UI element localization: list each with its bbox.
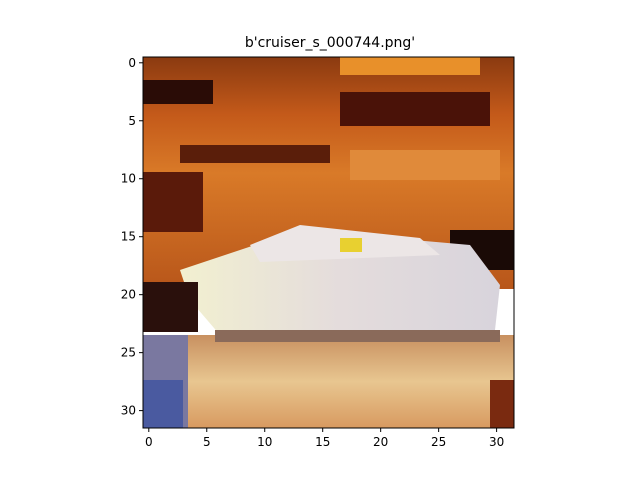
x-axis: 0 5 10 15 20 25 30 [145,428,504,449]
bright-streak [350,150,500,180]
bright-streak [340,57,480,75]
image-area [142,56,515,429]
x-tick-label: 5 [203,435,211,449]
x-tick-label: 15 [315,435,330,449]
dark-streak [180,145,330,163]
boat-waterline [215,330,500,342]
boat-shadow [143,282,198,332]
y-tick-label: 15 [121,230,136,244]
y-tick-label: 10 [121,172,136,186]
y-tick-label: 0 [128,56,136,70]
figure-title: b'cruiser_s_000744.png' [245,35,415,51]
dark-streak [340,92,490,126]
dark-streak [143,80,213,104]
y-tick-label: 30 [121,404,136,418]
x-tick-label: 30 [489,435,504,449]
axes-frame [142,56,515,429]
y-tick-label: 5 [128,114,136,128]
water-shadow [143,380,183,428]
y-tick-label: 25 [121,346,136,360]
water-edge [490,380,514,428]
x-tick-label: 20 [373,435,388,449]
x-tick-label: 0 [145,435,153,449]
boat-light [340,238,362,252]
water-region [143,335,514,428]
y-axis: 0 5 10 15 20 25 30 [121,56,143,418]
x-tick-label: 25 [431,435,446,449]
y-tick-label: 20 [121,288,136,302]
dark-streak [143,172,203,232]
x-tick-label: 10 [257,435,272,449]
